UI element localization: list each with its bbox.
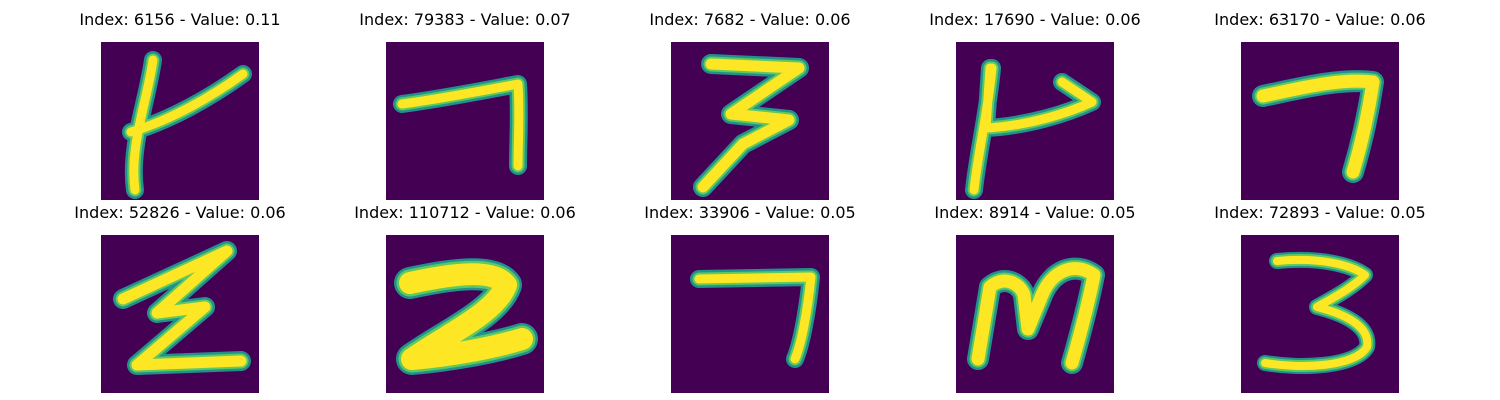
digit-image bbox=[1241, 235, 1399, 393]
panel-4: Index: 17690 - Value: 0.06 bbox=[915, 8, 1155, 200]
panel-title: Index: 79383 - Value: 0.07 bbox=[359, 10, 571, 29]
digit-image bbox=[101, 235, 259, 393]
panel-title: Index: 63170 - Value: 0.06 bbox=[1214, 10, 1426, 29]
panel-title: Index: 6156 - Value: 0.11 bbox=[79, 10, 281, 29]
digit-image bbox=[956, 42, 1114, 200]
digit-image bbox=[671, 235, 829, 393]
panel-8: Index: 33906 - Value: 0.05 bbox=[630, 201, 870, 393]
panel-title: Index: 7682 - Value: 0.06 bbox=[649, 10, 851, 29]
panel-title: Index: 110712 - Value: 0.06 bbox=[354, 203, 576, 222]
panel-title: Index: 17690 - Value: 0.06 bbox=[929, 10, 1141, 29]
digit-image bbox=[956, 235, 1114, 393]
panel-2: Index: 79383 - Value: 0.07 bbox=[345, 8, 585, 200]
panel-title: Index: 52826 - Value: 0.06 bbox=[74, 203, 286, 222]
panel-5: Index: 63170 - Value: 0.06 bbox=[1200, 8, 1440, 200]
panel-3: Index: 7682 - Value: 0.06 bbox=[630, 8, 870, 200]
panel-7: Index: 110712 - Value: 0.06 bbox=[345, 201, 585, 393]
panel-9: Index: 8914 - Value: 0.05 bbox=[915, 201, 1155, 393]
digit-image bbox=[386, 235, 544, 393]
panel-title: Index: 33906 - Value: 0.05 bbox=[644, 203, 856, 222]
panel-1: Index: 6156 - Value: 0.11 bbox=[60, 8, 300, 200]
digit-image bbox=[101, 42, 259, 200]
digit-image bbox=[671, 42, 829, 200]
panel-title: Index: 72893 - Value: 0.05 bbox=[1214, 203, 1426, 222]
panel-10: Index: 72893 - Value: 0.05 bbox=[1200, 201, 1440, 393]
panel-title: Index: 8914 - Value: 0.05 bbox=[934, 203, 1136, 222]
digit-image bbox=[1241, 42, 1399, 200]
digit-image bbox=[386, 42, 544, 200]
panel-6: Index: 52826 - Value: 0.06 bbox=[60, 201, 300, 393]
